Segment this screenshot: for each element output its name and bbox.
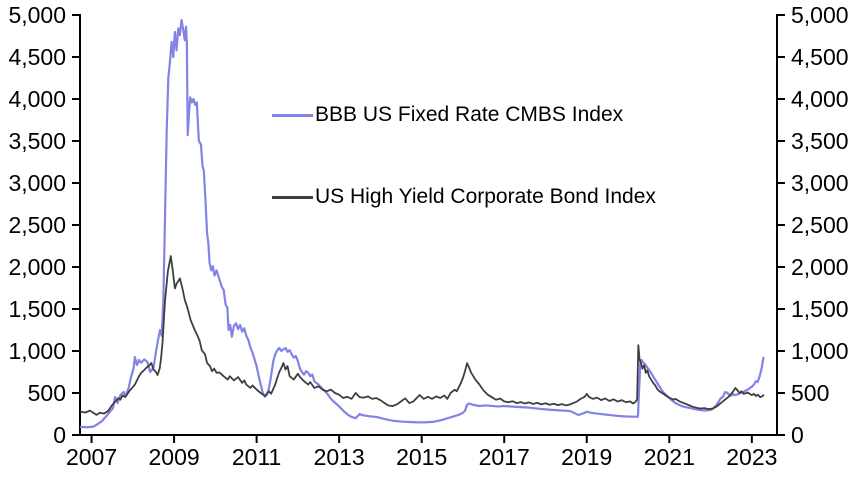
y-tick-label-left: 3,500: [8, 128, 66, 154]
x-tick-label: 2021: [644, 444, 695, 470]
y-tick-label-right: 1,500: [791, 296, 849, 322]
x-tick-label: 2009: [149, 444, 200, 470]
y-tick-label-left: 2,500: [8, 212, 66, 238]
y-tick-label-left: 3,000: [8, 170, 66, 196]
x-axis-ticks-labels: 2007 2009 2011 2013 2015 2017 2019 2021 2023: [66, 435, 777, 470]
y-axis-ticks-labels: 0 0 500 500 1,000 1,000 1,500 1,500 2,000 2,000 2,…: [8, 2, 848, 448]
y-tick-label-left: 0: [53, 422, 66, 448]
series-line-0: [79, 18, 765, 429]
legend-item-high-yield: US High Yield Corporate Bond Index: [272, 185, 656, 209]
y-tick-label-right: 5,000: [791, 2, 849, 28]
legend-swatch-cmbs-line: [272, 113, 313, 117]
y-tick-label-right: 2,000: [791, 254, 849, 280]
x-tick-label: 2019: [561, 444, 612, 470]
x-tick-label: 2017: [479, 444, 530, 470]
legend-label-high-yield: US High Yield Corporate Bond Index: [315, 185, 656, 208]
series-line-1: [79, 255, 765, 416]
y-tick-label-right: 0: [791, 422, 804, 448]
y-tick-label-right: 4,500: [791, 44, 849, 70]
y-tick-label-left: 4,500: [8, 44, 66, 70]
y-tick-label-right: 4,000: [791, 86, 849, 112]
y-tick-label-left: 500: [28, 380, 66, 406]
y-tick-label-right: 3,500: [791, 128, 849, 154]
x-tick-label: 2011: [232, 444, 281, 470]
x-tick-label: 2015: [396, 444, 447, 470]
series-lines: [79, 18, 765, 429]
y-tick-label-right: 1,000: [791, 338, 849, 364]
x-tick-label: 2007: [66, 444, 117, 470]
y-tick-label-right: 500: [791, 380, 829, 406]
y-tick-label-left: 5,000: [8, 2, 66, 28]
y-tick-label-left: 1,000: [8, 338, 66, 364]
y-tick-label-left: 4,000: [8, 86, 66, 112]
y-tick-label-right: 3,000: [791, 170, 849, 196]
x-tick-label: 2023: [726, 444, 777, 470]
x-tick-label: 2013: [314, 444, 365, 470]
legend-swatch-high-yield-line: [272, 195, 313, 199]
legend-label-cmbs: BBB US Fixed Rate CMBS Index: [315, 103, 624, 126]
y-tick-label-left: 1,500: [8, 296, 66, 322]
legend-item-cmbs: BBB US Fixed Rate CMBS Index: [272, 103, 623, 127]
axes: [79, 14, 778, 436]
y-tick-label-right: 2,500: [791, 212, 849, 238]
y-tick-label-left: 2,000: [8, 254, 66, 280]
